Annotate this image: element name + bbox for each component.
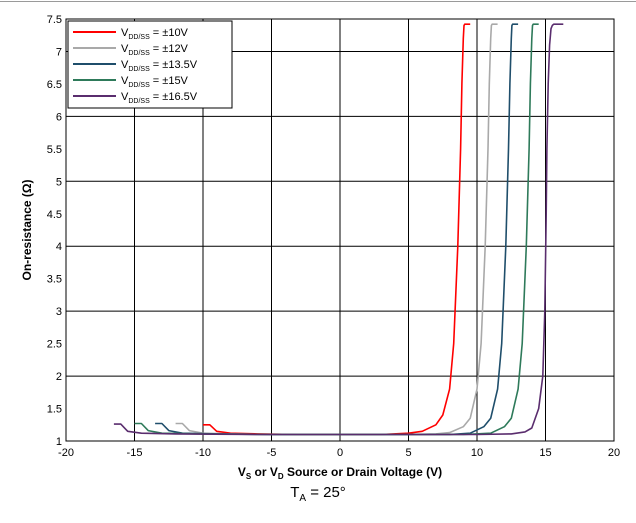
- y-tick-label: 3.5: [47, 274, 62, 286]
- y-tick-label: 4: [56, 241, 62, 253]
- series-line-1: [203, 23, 471, 436]
- legend-label: VDD/SS = ±12V: [121, 43, 189, 57]
- y-tick-label: 2: [56, 371, 62, 383]
- series-layer: [113, 23, 564, 436]
- y-tick-label: 6.5: [47, 79, 62, 91]
- x-tick-label: 0: [337, 447, 343, 459]
- x-axis-title: VS or VD Source or Drain Voltage (V): [238, 465, 442, 481]
- x-tick-labels: -20 -15 -10 -5 0 5 10 15 20: [58, 447, 620, 459]
- x-tick-label: -20: [58, 447, 74, 459]
- x-tick-label: -5: [267, 447, 277, 459]
- y-tick-label: 7.5: [47, 14, 62, 26]
- y-tick-label: 1.5: [47, 404, 62, 416]
- plot-frame: [65, 18, 615, 442]
- temperature-caption: TA = 25°: [290, 484, 346, 504]
- x-tick-label: -15: [127, 447, 143, 459]
- series-line-5: [113, 23, 564, 436]
- top-rule: [0, 1, 636, 2]
- y-tick-label: 1: [56, 436, 62, 448]
- y-tick-label: 2.5: [47, 339, 62, 351]
- x-tick-label: 10: [471, 447, 483, 459]
- y-tick-label: 3: [56, 306, 62, 318]
- legend-label: VDD/SS = ±10V: [121, 27, 189, 41]
- legend: VDD/SS = ±10V VDD/SS = ±12V VDD/SS = ±13.5…: [67, 20, 233, 109]
- y-tick-label: 7: [56, 46, 62, 58]
- y-tick-label: 5.5: [47, 144, 62, 156]
- legend-label: VDD/SS = ±13.5V: [121, 59, 198, 73]
- x-tick-label: 20: [608, 447, 620, 459]
- legend-label: VDD/SS = ±16.5V: [121, 91, 198, 105]
- y-tick-label: 6: [56, 111, 62, 123]
- x-tick-label: 15: [539, 447, 551, 459]
- y-tick-label: 4.5: [47, 209, 62, 221]
- x-tick-label: -10: [195, 447, 211, 459]
- y-tick-label: 5: [56, 176, 62, 188]
- y-tick-labels: 1 1.5 2 2.5 3 3.5 4 4.5 5 5.5 6 6.5 7 7.5: [47, 14, 62, 448]
- y-axis-title: On-resistance (Ω): [20, 180, 34, 281]
- legend-label: VDD/SS = ±15V: [121, 75, 189, 89]
- x-tick-label: 5: [405, 447, 411, 459]
